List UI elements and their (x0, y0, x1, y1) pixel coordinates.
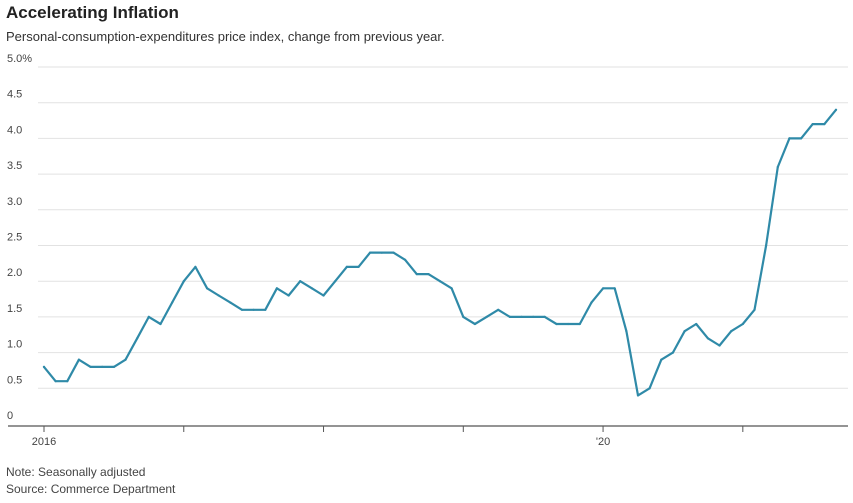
chart-footnotes: Note: Seasonally adjusted Source: Commer… (6, 464, 175, 498)
data-point (112, 365, 115, 368)
x-tick-label: '20 (596, 436, 610, 448)
data-point (77, 358, 80, 361)
data-point (625, 330, 628, 333)
data-point (206, 287, 209, 290)
data-point (42, 365, 46, 368)
note-text: Note: Seasonally adjusted (6, 465, 146, 479)
data-point (369, 251, 372, 254)
data-point (392, 251, 395, 254)
data-point (450, 287, 453, 290)
data-point (636, 394, 640, 397)
y-tick-label: 1.0 (7, 339, 22, 351)
data-point (741, 322, 744, 326)
data-point (66, 380, 69, 383)
data-point (252, 308, 255, 311)
data-point (101, 365, 104, 368)
data-point (473, 322, 476, 326)
data-point (171, 301, 174, 304)
data-point (776, 165, 779, 169)
data-point (147, 315, 150, 318)
data-point (602, 287, 605, 290)
data-point (229, 301, 232, 304)
data-point (508, 315, 511, 318)
y-tick-label: 0 (7, 410, 13, 422)
data-point (543, 315, 546, 318)
data-point (310, 287, 313, 290)
data-point (357, 265, 360, 268)
y-tick-label: 5.0% (7, 53, 32, 65)
data-point (404, 258, 407, 261)
data-point (54, 380, 57, 383)
data-point (159, 322, 162, 326)
data-point (124, 358, 127, 361)
y-tick-label: 0.5 (7, 374, 22, 386)
x-axis: 2016 '20 (8, 425, 848, 448)
chart-subtitle: Personal-consumption-expenditures price … (6, 29, 445, 44)
data-point (322, 294, 325, 297)
source-text: Source: Commerce Department (6, 482, 176, 496)
data-point (520, 315, 523, 318)
data-point (648, 387, 651, 390)
data-point (462, 315, 465, 318)
data-point (718, 344, 721, 347)
data-point (380, 251, 383, 254)
data-point (753, 308, 756, 311)
data-point (182, 280, 185, 283)
gridlines (38, 66, 848, 389)
series-pce-inflation (42, 108, 838, 397)
line-chart: 0 0.5 1.0 1.5 2.0 2.5 3.0 3.5 4.0 4.5 5.0% 2016 '20 (7, 53, 848, 448)
data-point (800, 137, 803, 140)
y-tick-label: 4.5 (7, 89, 22, 101)
data-point (345, 265, 348, 268)
data-point (578, 322, 581, 326)
data-point (788, 137, 791, 140)
data-point (427, 273, 430, 276)
data-point (671, 351, 675, 354)
data-point (264, 308, 267, 311)
data-point (415, 273, 418, 276)
data-point (136, 337, 139, 340)
y-tick-label: 3.0 (7, 196, 22, 208)
y-tick-label: 3.5 (7, 160, 22, 172)
data-point (590, 301, 593, 304)
data-point (765, 244, 768, 247)
data-point (695, 322, 698, 326)
data-point (438, 280, 442, 283)
data-point (194, 265, 197, 268)
data-point (275, 287, 278, 290)
data-point (660, 358, 663, 361)
y-tick-label: 1.5 (7, 303, 22, 315)
data-point (89, 365, 92, 368)
chart-title: Accelerating Inflation (6, 3, 179, 22)
data-point (706, 337, 710, 340)
y-tick-label: 2.5 (7, 232, 22, 244)
y-axis-ticks: 0 0.5 1.0 1.5 2.0 2.5 3.0 3.5 4.0 4.5 5.0% (7, 53, 32, 422)
data-point (287, 294, 290, 297)
y-tick-label: 2.0 (7, 267, 22, 279)
data-point (497, 308, 500, 311)
data-point (555, 322, 558, 326)
data-point (299, 280, 302, 283)
data-point (567, 322, 570, 326)
data-point (823, 123, 826, 126)
data-point (240, 308, 244, 311)
data-point (532, 315, 535, 318)
data-point (834, 108, 838, 111)
data-point (485, 315, 488, 318)
data-point (811, 123, 814, 126)
data-point (730, 330, 733, 333)
data-point (613, 287, 616, 290)
data-point (334, 280, 337, 283)
y-tick-label: 4.0 (7, 124, 22, 136)
data-point (217, 294, 220, 297)
data-point (683, 330, 686, 333)
x-tick-label: 2016 (32, 436, 56, 448)
